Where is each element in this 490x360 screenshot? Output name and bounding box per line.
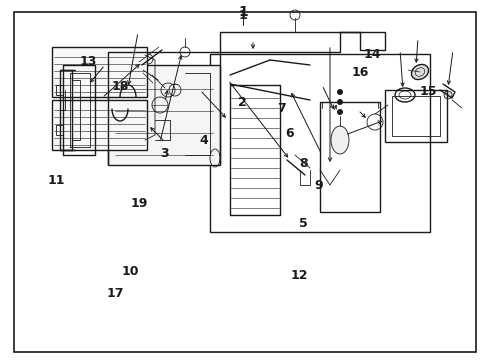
Text: 8: 8: [299, 157, 308, 170]
Bar: [108, 65, 220, 165]
Text: 10: 10: [121, 265, 139, 278]
Text: 6: 6: [285, 127, 294, 140]
Text: 16: 16: [351, 66, 369, 78]
Text: 1: 1: [238, 9, 247, 22]
Text: 1: 1: [238, 5, 248, 19]
Text: 7: 7: [277, 102, 286, 114]
Circle shape: [444, 91, 452, 99]
Ellipse shape: [412, 64, 429, 80]
Bar: [210, 54, 430, 232]
Bar: [385, 90, 447, 142]
Circle shape: [337, 109, 343, 115]
Bar: [52, 100, 147, 150]
Bar: [320, 102, 380, 212]
Circle shape: [337, 89, 343, 95]
Text: 3: 3: [160, 147, 169, 159]
Text: 15: 15: [420, 85, 438, 98]
Text: 2: 2: [238, 96, 247, 109]
Text: 4: 4: [199, 134, 208, 147]
Text: 11: 11: [48, 174, 65, 186]
Bar: [392, 96, 440, 136]
Text: 19: 19: [131, 197, 148, 210]
Circle shape: [337, 99, 343, 105]
Text: 14: 14: [364, 48, 381, 60]
Ellipse shape: [331, 126, 349, 154]
Text: 17: 17: [106, 287, 124, 300]
Text: 13: 13: [79, 55, 97, 68]
Text: 18: 18: [111, 80, 129, 93]
Text: 9: 9: [314, 179, 323, 192]
Bar: [52, 47, 147, 97]
Text: 12: 12: [290, 269, 308, 282]
Text: 5: 5: [299, 217, 308, 230]
